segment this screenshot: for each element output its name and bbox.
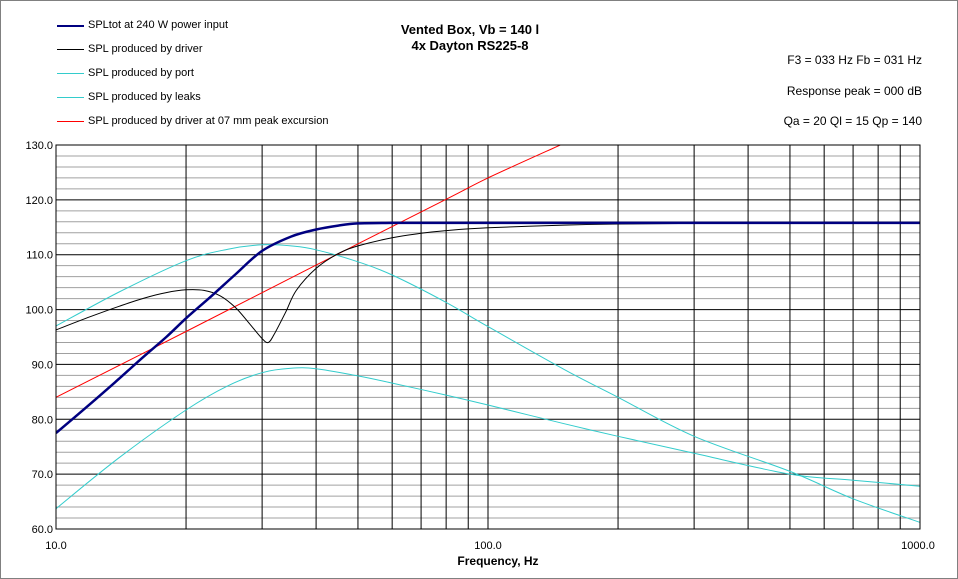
y-tick-label: 120.0 [25, 195, 53, 207]
legend-swatch [57, 73, 84, 74]
x-tick-label: 10.0 [45, 540, 66, 552]
legend-label: SPLtot at 240 W power input [88, 19, 229, 31]
legend-swatch [57, 97, 84, 98]
series-line-spl-produced-by-port [56, 244, 920, 523]
response-peak-readout: Response peak = 000 dB [786, 84, 922, 98]
series-line-spl-produced-by-driver-at-07-mm-peak-excursion [56, 145, 561, 398]
y-tick-label: 60.0 [32, 524, 53, 536]
y-tick-label: 110.0 [26, 250, 53, 262]
chart-ticks: 60.0 70.0 80.0 90.0 100.0 110.0 120.0 130.0 10.0… [25, 140, 934, 552]
y-tick-label: 130.0 [25, 140, 53, 152]
chart-subtitle: 4x Dayton RS225-8 [411, 38, 529, 53]
legend-label: SPL produced by port [88, 67, 194, 79]
legend-label: SPL produced by driver at 07 mm peak exc… [88, 115, 329, 127]
chart-title: Vented Box, Vb = 140 l [400, 22, 540, 37]
series-line-spl-produced-by-driver [56, 222, 920, 344]
x-tick-label: 100.0 [474, 540, 502, 552]
y-tick-label: 80.0 [32, 414, 53, 426]
legend-swatch [57, 25, 84, 27]
plot-border [55, 144, 921, 530]
y-tick-label: 90.0 [32, 359, 53, 371]
legend-swatch [57, 49, 84, 50]
legend-swatch [57, 121, 84, 122]
f3-fb-readout: F3 = 033 Hz Fb = 031 Hz [787, 53, 922, 67]
chart-series [56, 145, 920, 523]
x-tick-label: 1000.0 [901, 540, 935, 552]
legend-label: SPL produced by leaks [88, 91, 201, 103]
x-axis-label: Frequency, Hz [457, 554, 538, 568]
series-line-spltot-at-240-w-power-input [56, 221, 920, 434]
legend-label: SPL produced by driver [88, 43, 203, 55]
y-tick-label: 100.0 [25, 305, 53, 317]
q-values-readout: Qa = 20 Ql = 15 Qp = 140 [783, 114, 922, 128]
series-line-spl-produced-by-leaks [56, 367, 920, 510]
y-tick-label: 70.0 [32, 469, 53, 481]
